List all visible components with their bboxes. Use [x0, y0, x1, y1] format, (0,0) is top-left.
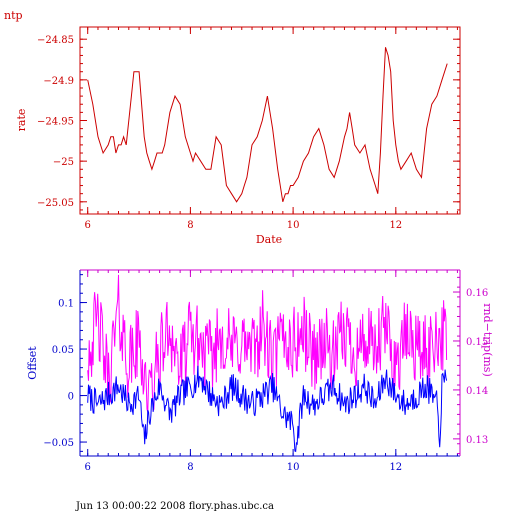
rate-plot-frame [79, 26, 461, 215]
offset-y-tick-labels: 0.1 0.05 0 −0.05 [43, 299, 74, 450]
x-tick-label: 10 [287, 462, 300, 473]
rtt-y-tick-labels: 0.16 0.15 0.14 0.13 [466, 288, 488, 446]
x-tick-label: 6 [85, 220, 91, 231]
y-tick-label: −24.95 [37, 117, 74, 128]
y2-tick-label: 0.15 [466, 337, 488, 348]
y-tick-label: 0.1 [58, 299, 74, 310]
offset-axis-label: Offset [26, 346, 39, 380]
x-tick-label: 6 [85, 462, 91, 473]
y-tick-label: −25 [53, 157, 74, 168]
rate-ticks [80, 27, 460, 214]
y-tick-label: −25.05 [37, 198, 74, 209]
y-tick-label: 0.05 [52, 345, 74, 356]
rate-x-tick-labels: 6 8 10 12 [85, 220, 403, 231]
offset-chart: 0.1 0.05 0 −0.05 0.16 0.15 0.14 0.13 6 8 10 12 Of… [26, 269, 494, 473]
chart-title: ntp [4, 9, 23, 22]
offset-series-line [87, 365, 448, 453]
offset-x-tick-labels: 6 8 10 12 [85, 462, 403, 473]
x-tick-label: 12 [389, 220, 402, 231]
y2-tick-label: 0.14 [466, 386, 488, 397]
rate-chart: ntp −24.85 −24.9 −24.95 −25 −25.05 6 8 10 12 Da… [4, 9, 461, 246]
y2-tick-label: 0.13 [466, 435, 488, 446]
offset-ticks [80, 270, 460, 456]
rate-series-line [87, 47, 448, 203]
x-tick-label: 12 [389, 462, 402, 473]
footer-timestamp: Jun 13 00:00:22 2008 flory.phas.ubc.ca [75, 501, 274, 512]
rtt-axis-label: rnd−trip(ms) [481, 303, 494, 377]
y-axis-label: rate [15, 109, 28, 132]
x-tick-label: 10 [287, 220, 300, 231]
y-tick-label: −0.05 [43, 438, 74, 449]
y-tick-label: −24.85 [37, 35, 74, 46]
y-tick-label: 0 [68, 392, 74, 403]
x-tick-label: 8 [187, 220, 193, 231]
y-tick-label: −24.9 [43, 76, 74, 87]
x-tick-label: 8 [187, 462, 193, 473]
y2-tick-label: 0.16 [466, 288, 488, 299]
x-axis-label: Date [256, 233, 282, 246]
rate-y-tick-labels: −24.85 −24.9 −24.95 −25 −25.05 [37, 35, 74, 209]
